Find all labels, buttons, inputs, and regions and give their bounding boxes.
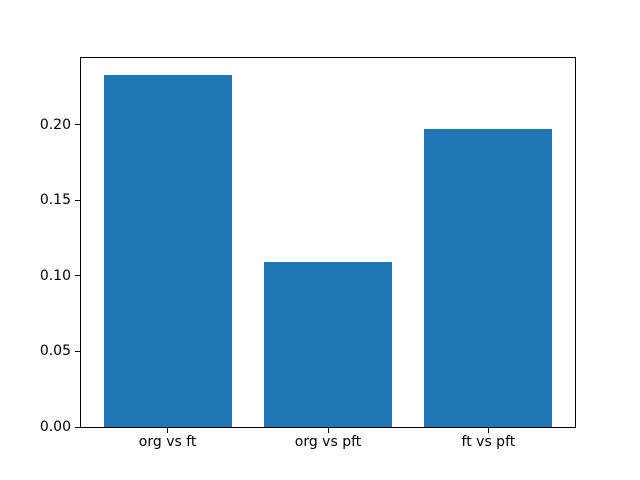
y-axis-tick-mark <box>75 426 80 428</box>
y-axis-tick-mark <box>75 124 80 125</box>
y-axis-tick-mark <box>75 350 80 352</box>
x-axis-tick-label-org-vs-ft: org vs ft <box>138 434 197 450</box>
y-axis-tick-label: 0.20 <box>39 116 71 133</box>
bar-org-vs-ft <box>103 74 232 427</box>
y-axis-tick-label: 0.15 <box>39 192 71 209</box>
x-axis-tick-mark <box>167 428 169 433</box>
axes-plot-area: 0.00 0.05 0.10 0.15 0.20 org vs ft org vs pft f… <box>40 57 576 449</box>
y-axis-tick-mark <box>75 275 80 277</box>
y-axis-tick-label: 0.10 <box>39 267 71 284</box>
x-axis-tick-label-org-vs-pft: org vs pft <box>294 434 362 450</box>
y-axis-tick-label: 0.05 <box>39 343 71 360</box>
x-axis-tick-label-ft-vs-pft: ft vs pft <box>461 434 516 450</box>
x-axis-tick-mark <box>327 428 329 433</box>
x-axis-tick-mark <box>487 428 489 433</box>
y-axis-tick-label: 0.00 <box>39 419 71 435</box>
bar-org-vs-pft <box>263 262 393 427</box>
y-axis-tick-mark <box>75 199 80 201</box>
bar-ft-vs-pft <box>424 129 553 427</box>
